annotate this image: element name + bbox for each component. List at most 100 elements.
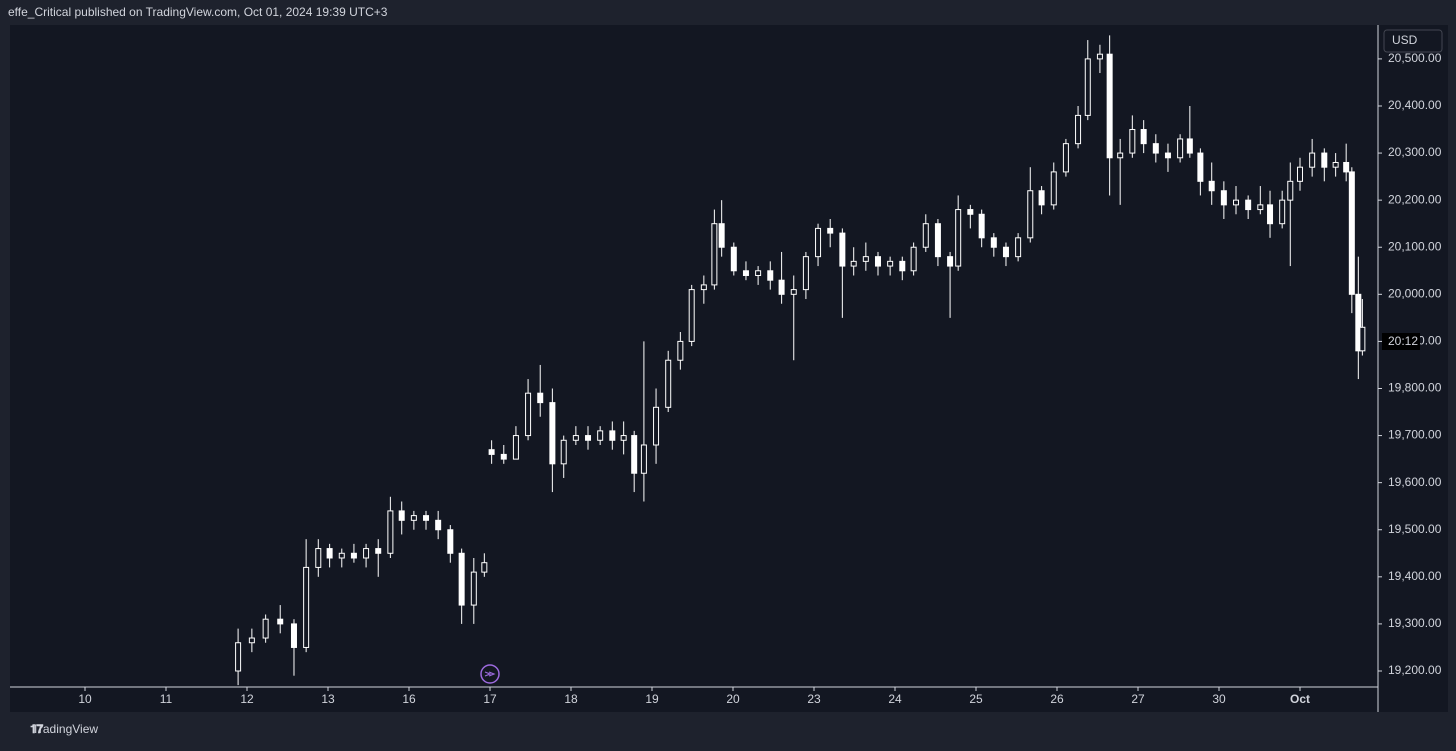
axis: 19,200.00 19,300.00 19,400.00 19,500.00 19,6… xyxy=(78,51,1441,706)
chart-area xyxy=(10,25,1448,712)
currency-button[interactable] xyxy=(1383,29,1443,53)
candle-body xyxy=(665,359,672,408)
candle-body xyxy=(1140,129,1147,145)
candle-body xyxy=(1348,171,1355,295)
candle-body xyxy=(620,435,627,441)
candle-body xyxy=(303,566,310,648)
event-icon[interactable] xyxy=(480,664,500,684)
candle-body xyxy=(653,406,660,446)
candle-body xyxy=(525,392,532,437)
candle-body xyxy=(730,246,737,272)
candle-body xyxy=(718,223,725,248)
header: effe_Critical published on TradingView.c… xyxy=(8,5,388,19)
candle-body xyxy=(363,548,370,559)
x-tick-label: 11 xyxy=(160,692,173,706)
x-tick-label: 10 xyxy=(78,692,92,706)
y-tick-label: 19,200.00 xyxy=(1388,663,1442,677)
candle-body xyxy=(700,284,707,291)
y-tick-label: 19,500.00 xyxy=(1388,522,1442,536)
candle-body xyxy=(398,510,405,521)
candle-body xyxy=(1186,138,1193,154)
candle-body xyxy=(755,270,762,276)
candle-body xyxy=(585,435,592,441)
candle-body xyxy=(677,340,684,361)
candle-body xyxy=(470,571,477,606)
footer-logo: 𝟏𝟕 xyxy=(30,722,44,736)
y-tick-label: 20,500.00 xyxy=(1388,51,1442,65)
candle-body xyxy=(1084,58,1091,116)
y-tick-label: 20,100.00 xyxy=(1388,239,1442,253)
candle-body xyxy=(1015,237,1022,258)
candle-body xyxy=(839,232,846,267)
x-tick-label: Oct xyxy=(1290,692,1310,706)
candle-body xyxy=(597,430,604,441)
x-tick-label: 24 xyxy=(888,692,902,706)
candle-body xyxy=(447,529,454,554)
y-tick-label: 19,600.00 xyxy=(1388,475,1442,489)
candle-body xyxy=(1332,161,1339,168)
candle-body xyxy=(609,430,616,441)
candle-body xyxy=(1129,129,1136,154)
candle-body xyxy=(1106,53,1113,159)
y-tick-label: 20,000.00 xyxy=(1388,286,1442,300)
candle-body xyxy=(631,435,638,474)
countdown-tag xyxy=(1382,333,1420,350)
candle-body xyxy=(1287,180,1294,201)
candle-body xyxy=(338,552,345,559)
candle-body xyxy=(1038,190,1045,206)
candle-body xyxy=(1152,143,1159,154)
candle-body xyxy=(560,439,567,465)
candle-body xyxy=(410,515,417,521)
candle-body xyxy=(1257,204,1264,211)
x-tick-label: 26 xyxy=(1050,692,1064,706)
candle-body xyxy=(1355,293,1362,352)
candle-body xyxy=(778,279,785,295)
candle-body xyxy=(1117,152,1124,159)
candle-body xyxy=(350,552,357,559)
candle-body xyxy=(862,256,869,262)
candle-body xyxy=(688,289,695,342)
candle-body xyxy=(435,519,442,531)
candle-body xyxy=(967,209,974,215)
event-icon-arrow xyxy=(484,671,496,677)
candle-body xyxy=(850,260,857,267)
x-tick-label: 12 xyxy=(240,692,254,706)
x-tick-label: 25 xyxy=(969,692,983,706)
candle-body xyxy=(326,548,333,559)
candle-body xyxy=(990,237,997,248)
candle-body xyxy=(1197,152,1204,182)
x-tick-label: 23 xyxy=(807,692,821,706)
candle-body xyxy=(1309,152,1316,168)
plot xyxy=(235,35,1366,686)
candle-body xyxy=(1075,114,1082,145)
footer: TradingView xyxy=(32,722,98,736)
candle-body xyxy=(899,260,906,272)
candle-body xyxy=(711,223,718,286)
candle-body xyxy=(235,642,242,672)
y-tick-label: 19,400.00 xyxy=(1388,569,1442,583)
candle-body xyxy=(922,223,929,248)
candle-body xyxy=(640,444,647,474)
candle-body xyxy=(1233,199,1240,206)
candle-body xyxy=(1062,143,1069,173)
candle-body xyxy=(742,270,749,276)
candle-body xyxy=(488,449,495,455)
candle-body xyxy=(910,246,917,272)
currency[interactable]: USD xyxy=(1392,33,1418,47)
candle-body xyxy=(458,552,465,606)
candle-body xyxy=(1027,190,1034,239)
candle-body xyxy=(1321,152,1328,168)
countdown: 20:12 xyxy=(1388,334,1418,348)
x-tick-label: 13 xyxy=(321,692,335,706)
candle-body xyxy=(1164,152,1171,159)
candle-body xyxy=(537,392,544,404)
candle-body xyxy=(375,548,382,554)
candle-body xyxy=(315,548,322,568)
candle-body xyxy=(1359,326,1366,352)
candle-body xyxy=(887,260,894,267)
x-tick-label: 17 xyxy=(483,692,497,706)
y-tick-label: 20,400.00 xyxy=(1388,98,1442,112)
candle-body xyxy=(1096,53,1103,60)
